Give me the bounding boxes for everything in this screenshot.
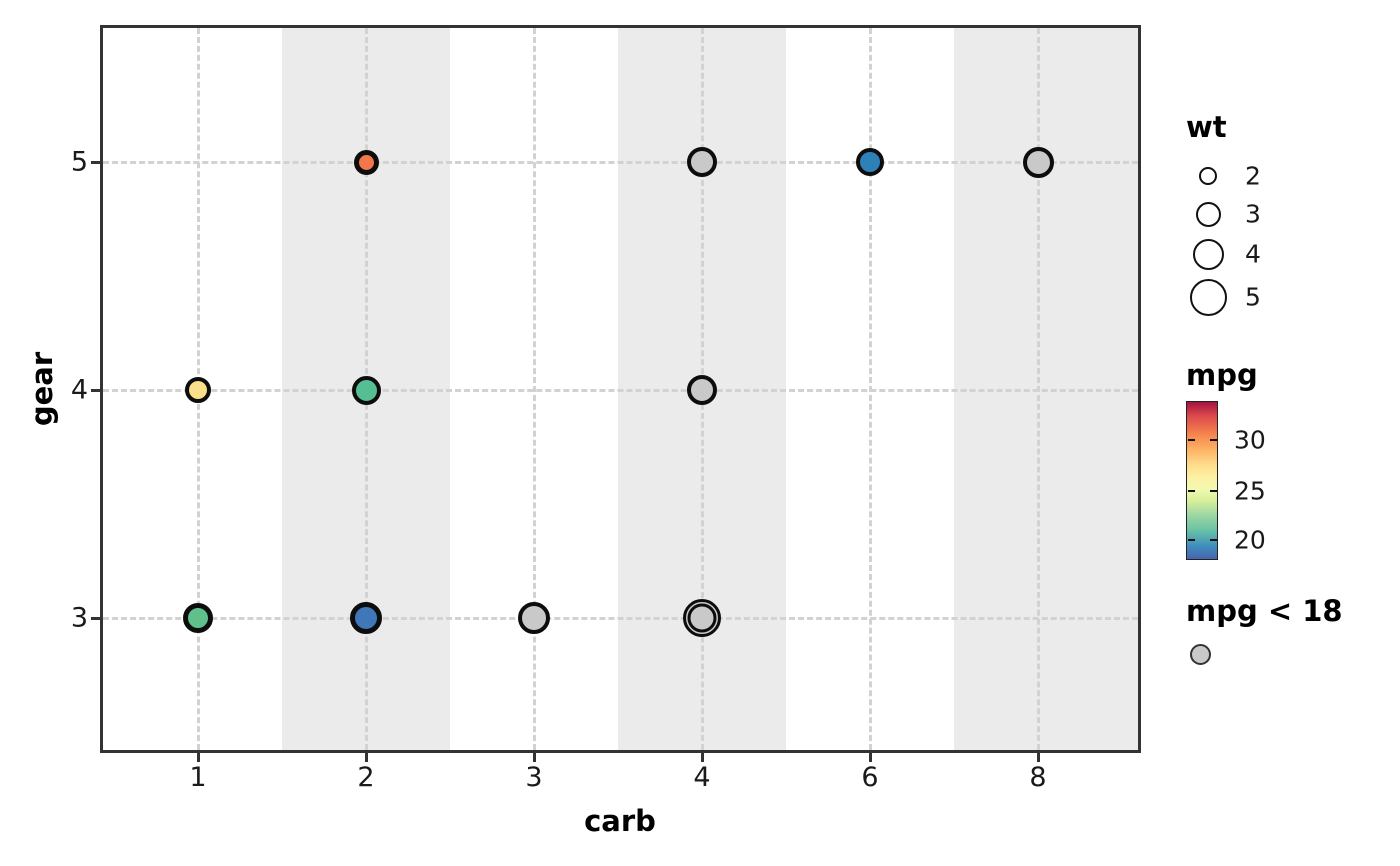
data-point (1022, 146, 1054, 178)
mpg-colorbar-label: 20 (1234, 525, 1266, 555)
plot-panel (100, 25, 1141, 753)
mpg-colorbar-tick-left (1187, 539, 1195, 542)
mpg-colorbar-tick-right (1209, 539, 1217, 542)
mpg-colorbar-tick-right (1209, 489, 1217, 492)
mpg-legend-title: mpg (1186, 358, 1258, 392)
data-point (353, 149, 379, 175)
data-point (683, 599, 721, 637)
data-point (350, 602, 382, 634)
data-point (856, 148, 884, 176)
x-tick-mark (532, 753, 536, 762)
y-gridline (103, 388, 1138, 392)
x-tick-label: 6 (861, 762, 879, 793)
y-tick-label: 4 (70, 374, 88, 406)
x-tick-mark (196, 753, 200, 762)
data-point (351, 375, 381, 405)
x-tick-mark (364, 753, 368, 762)
gray-legend-point (1190, 644, 1211, 665)
mpg-colorbar-tick-left (1187, 438, 1195, 441)
wt-legend-key-circle (1199, 167, 1217, 185)
wt-legend-key-circle (1195, 201, 1221, 227)
mpg-colorbar-label: 25 (1234, 476, 1266, 506)
wt-legend-key-circle (1192, 238, 1224, 270)
wt-legend-key-circle (1189, 278, 1227, 316)
x-tick-mark (700, 753, 704, 762)
mpg-colorbar-tick-left (1187, 489, 1195, 492)
mpg-colorbar-label: 30 (1234, 425, 1266, 455)
data-point (518, 602, 550, 634)
wt-legend-key-label: 5 (1245, 282, 1261, 312)
data-point (687, 375, 717, 405)
data-point (687, 147, 717, 177)
data-point (185, 377, 211, 403)
y-tick-label: 3 (70, 602, 88, 634)
data-point (183, 603, 213, 633)
x-axis-title: carb (584, 804, 656, 838)
x-tick-mark (1036, 753, 1040, 762)
x-tick-label: 8 (1029, 762, 1047, 793)
gray-legend-title: mpg < 18 (1186, 594, 1343, 628)
y-tick-mark (91, 388, 100, 392)
y-tick-mark (91, 160, 100, 164)
wt-legend-key-label: 3 (1245, 199, 1261, 229)
y-axis-title: gear (25, 351, 59, 427)
mpg-colorbar (1186, 401, 1218, 560)
x-tick-label: 1 (189, 762, 207, 793)
y-tick-mark (91, 616, 100, 620)
y-tick-label: 5 (70, 146, 88, 178)
y-gridline (103, 616, 1138, 620)
wt-legend-title: wt (1186, 110, 1227, 144)
x-tick-mark (868, 753, 872, 762)
data-point-inner-ring (687, 603, 717, 633)
y-gridline (103, 160, 1138, 164)
x-tick-label: 4 (693, 762, 711, 793)
x-tick-label: 3 (525, 762, 543, 793)
wt-legend-key-label: 2 (1245, 161, 1261, 191)
x-tick-label: 2 (357, 762, 375, 793)
mpg-colorbar-tick-right (1209, 438, 1217, 441)
wt-legend-key-label: 4 (1245, 239, 1261, 269)
